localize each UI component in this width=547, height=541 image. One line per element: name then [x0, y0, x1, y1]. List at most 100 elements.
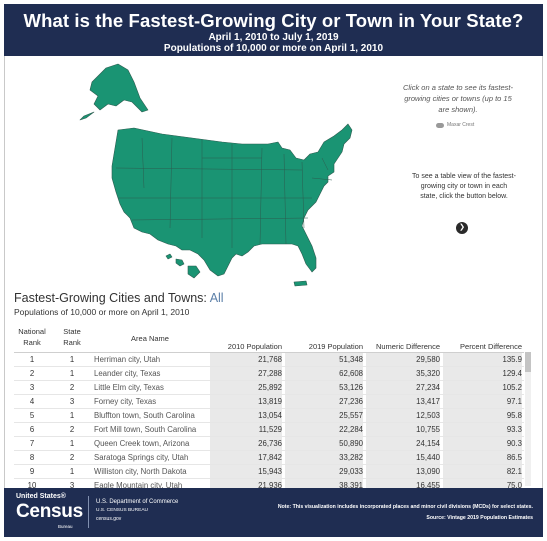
state-alaska	[89, 63, 149, 113]
cell-p10: 26,736	[258, 439, 282, 448]
cell-diff: 13,417	[416, 397, 440, 406]
cell-p19: 27,236	[339, 397, 363, 406]
column-header-percent-difference[interactable]: Percent Difference	[460, 342, 522, 351]
column-header-numeric-difference[interactable]: Numeric Difference	[375, 342, 440, 351]
cell-p19: 38,391	[339, 481, 363, 490]
cell-p10: 15,943	[258, 467, 282, 476]
cell-nat: 4	[29, 397, 35, 406]
cell-st: 1	[69, 369, 75, 378]
maxar-attribution: Maxar Crest	[436, 122, 474, 128]
population-threshold-subtitle: Populations of 10,000 or more on April 1…	[163, 43, 384, 54]
table-row[interactable]: 6 2 Fort Mill town, South Carolina 11,529 22…	[14, 422, 524, 437]
cell-shading	[210, 367, 282, 381]
table-row[interactable]: 3 2 Little Elm city, Texas 25,892 53,126 27,2…	[14, 380, 524, 395]
us-map-svg[interactable]	[72, 58, 372, 288]
footer-divider	[88, 496, 89, 528]
alaska-aleutians	[79, 111, 95, 121]
cell-shading	[366, 353, 440, 367]
cell-shading	[210, 423, 282, 437]
cell-nat: 9	[29, 467, 35, 476]
date-range-subtitle: April 1, 2010 to July 1, 2019	[208, 32, 339, 43]
cell-p10: 13,054	[258, 411, 282, 420]
cell-diff: 13,090	[416, 467, 440, 476]
maxar-icon	[436, 122, 444, 128]
cell-shading	[210, 381, 282, 395]
table-row[interactable]: 4 3 Forney city, Texas 13,819 27,236 13,417 97…	[14, 394, 524, 409]
census-logo-top: United States®	[16, 493, 66, 500]
cell-shading	[285, 423, 363, 437]
column-header-area-name[interactable]: Area Name	[131, 334, 169, 343]
table-row[interactable]: 7 1 Queen Creek town, Arizona 26,736 50,890 2…	[14, 436, 524, 451]
table-title: Fastest-Growing Cities and Towns: All	[14, 291, 224, 305]
cell-nat: 7	[29, 439, 35, 448]
census-website-link[interactable]: census.gov	[96, 516, 122, 522]
chevron-right-icon: ❯	[459, 224, 465, 231]
cell-shading	[210, 465, 282, 479]
maxar-label: Maxar Crest	[447, 122, 475, 128]
cell-nat: 10	[27, 481, 37, 490]
cell-p10: 21,768	[258, 355, 282, 364]
scrollbar-thumb[interactable]	[525, 352, 531, 372]
cell-pct: 86.5	[506, 453, 522, 462]
us-states-map[interactable]	[72, 58, 372, 288]
cell-pct: 90.3	[506, 439, 522, 448]
cell-shading	[366, 423, 440, 437]
state-border-lines	[115, 137, 333, 248]
cell-nat: 5	[29, 411, 35, 420]
department-name: U.S. Department of Commerce	[96, 499, 179, 505]
page-title: What is the Fastest-Growing City or Town…	[23, 10, 524, 31]
cell-shading	[443, 353, 522, 367]
cell-pct: 97.1	[506, 397, 522, 406]
cell-p10: 13,819	[258, 397, 282, 406]
table-view-button[interactable]: ❯	[456, 222, 468, 234]
cell-shading	[443, 367, 522, 381]
cell-diff: 16,455	[416, 481, 440, 490]
cell-area: Williston city, North Dakota	[94, 467, 187, 476]
table-row[interactable]: 5 1 Bluffton town, South Carolina 13,054 25,…	[14, 408, 524, 423]
cell-p19: 62,608	[339, 369, 363, 378]
cell-p10: 27,288	[258, 369, 282, 378]
table-row[interactable]: 1 1 Herriman city, Utah 21,768 51,348 29,580 1…	[14, 352, 524, 367]
column-header-2019-population[interactable]: 2019 Population	[308, 342, 363, 351]
cell-st: 2	[69, 453, 75, 462]
cell-shading	[210, 451, 282, 465]
table-body: 1 1 Herriman city, Utah 21,768 51,348 29,580 1…	[14, 352, 524, 493]
cell-diff: 10,755	[416, 425, 440, 434]
page-footer: United States® Census Bureau U.S. Depart…	[4, 488, 543, 537]
cell-shading	[210, 409, 282, 423]
cell-p10: 21,936	[258, 481, 282, 490]
cell-nat: 6	[29, 425, 35, 434]
census-logo[interactable]: Census	[16, 501, 83, 522]
cell-shading	[366, 437, 440, 451]
cell-shading	[210, 395, 282, 409]
page-header: What is the Fastest-Growing City or Town…	[4, 4, 543, 56]
cell-p19: 25,557	[339, 411, 363, 420]
table-row[interactable]: 8 2 Saratoga Springs city, Utah 17,842 33,28…	[14, 450, 524, 465]
cell-shading	[285, 381, 363, 395]
cell-st: 1	[69, 467, 75, 476]
footer-note: Note: This visualization includes incorp…	[277, 504, 533, 510]
table-title-filter[interactable]: All	[209, 291, 224, 305]
table-scrollbar[interactable]	[525, 352, 531, 486]
cell-shading	[366, 395, 440, 409]
table-row[interactable]: 9 1 Williston city, North Dakota 15,943 29,0…	[14, 464, 524, 479]
cell-shading	[366, 367, 440, 381]
cell-area: Little Elm city, Texas	[94, 383, 164, 392]
cell-p19: 53,126	[339, 383, 363, 392]
cell-shading	[443, 465, 522, 479]
hawaii-big-island	[187, 265, 201, 279]
cell-pct: 105.2	[502, 383, 522, 392]
cell-shading	[443, 423, 522, 437]
column-header-2010-population[interactable]: 2010 Population	[227, 342, 282, 351]
cell-shading	[285, 395, 363, 409]
column-header-national-rank[interactable]: National Rank	[18, 327, 46, 347]
table-row[interactable]: 2 1 Leander city, Texas 27,288 62,608 35,320 1…	[14, 366, 524, 381]
cell-shading	[443, 437, 522, 451]
cell-p19: 50,890	[339, 439, 363, 448]
table-view-instructions: To see a table view of the fastest-growi…	[412, 173, 516, 200]
table-title-prefix: Fastest-Growing Cities and Towns:	[14, 291, 210, 305]
cell-pct: 82.1	[506, 467, 522, 476]
cell-nat: 8	[29, 453, 35, 462]
bureau-name: U.S. CENSUS BUREAU	[96, 508, 148, 513]
column-header-state-rank[interactable]: State Rank	[63, 327, 81, 347]
